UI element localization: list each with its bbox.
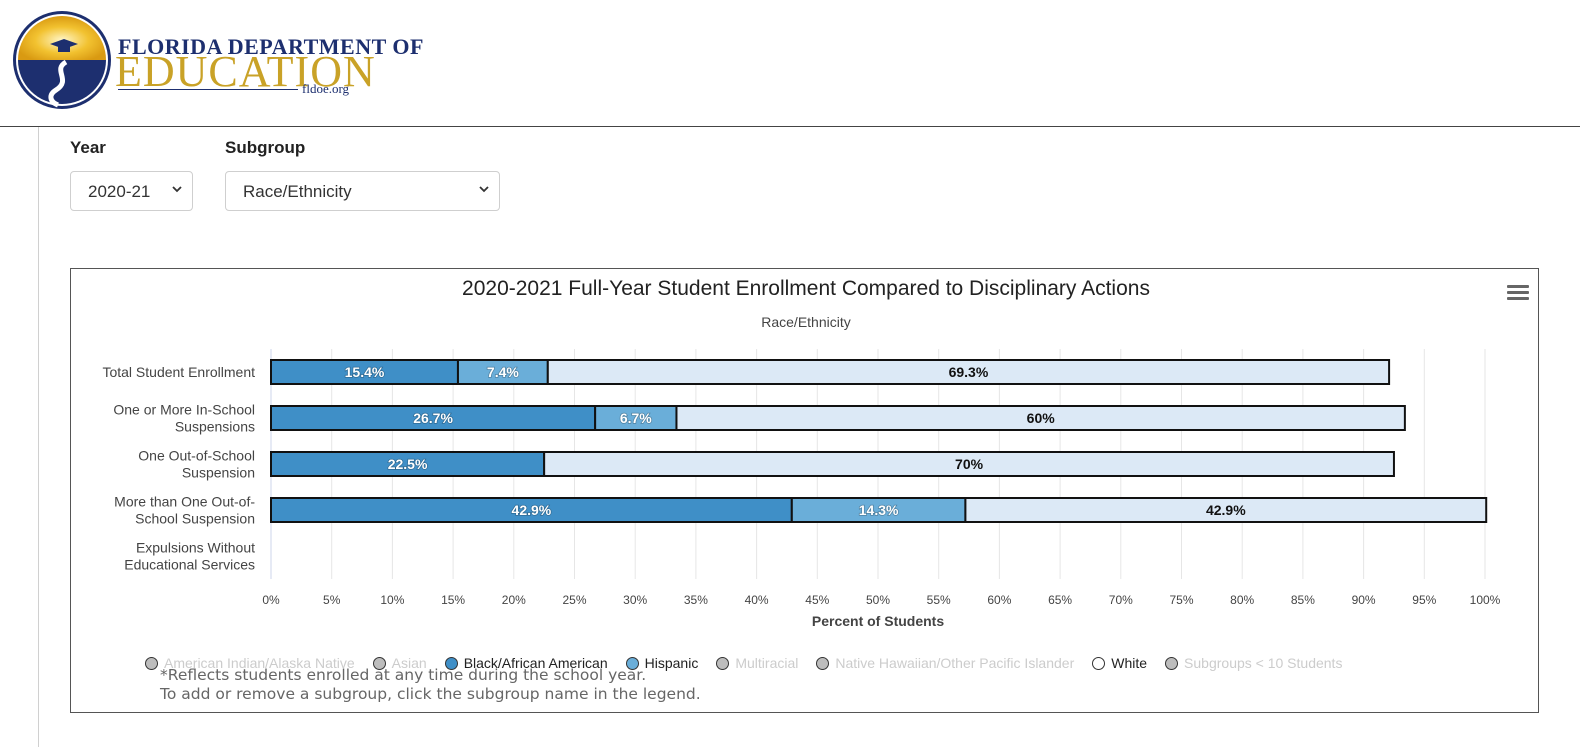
category-label: Expulsions Without Educational Services: [124, 540, 255, 573]
x-tick-label: 30%: [623, 593, 647, 607]
legend-marker: [625, 657, 639, 671]
logo-divider: [118, 89, 298, 90]
x-tick-label: 50%: [866, 593, 890, 607]
legend-marker: [716, 657, 730, 671]
x-tick-label: 95%: [1412, 593, 1436, 607]
x-tick-label: 40%: [745, 593, 769, 607]
legend-item[interactable]: Asian: [372, 655, 427, 672]
legend-marker: [816, 657, 830, 671]
x-tick-label: 55%: [927, 593, 951, 607]
subgroup-label: Subgroup: [225, 138, 306, 157]
legend-label: Hispanic: [644, 655, 699, 672]
legend-label: Multiracial: [735, 655, 799, 672]
legend-label: Asian: [391, 655, 427, 672]
legend-item[interactable]: Subgroups < 10 Students: [1165, 655, 1342, 671]
x-tick-label: 45%: [805, 593, 829, 607]
bar-segment: [675, 405, 1406, 431]
chart-legend: American Indian/Alaska Native Asian Black/…: [145, 654, 1360, 674]
logo-url: fldoe.org: [302, 81, 350, 96]
logo-title: FLORIDA DEPARTMENT OF: [118, 34, 424, 59]
legend-item[interactable]: Hispanic: [625, 655, 699, 672]
bar-data-label: 15.4%: [345, 364, 385, 380]
bar-data-label: 6.7%: [620, 410, 652, 426]
fldoe-logo[interactable]: FLORIDA DEPARTMENT OF EDUCATION fldoe.or…: [12, 10, 423, 110]
bar-data-label: 22.5%: [388, 456, 428, 472]
legend-item[interactable]: Native Hawaiian/Other Pacific Islander: [816, 655, 1074, 671]
x-tick-label: 100%: [1470, 593, 1501, 607]
legend-label: American Indian/Alaska Native: [164, 655, 355, 672]
legend-item[interactable]: Multiracial: [716, 655, 798, 671]
x-tick-label: 60%: [987, 593, 1011, 607]
legend-marker: [1092, 657, 1106, 671]
bar-data-label: 14.3%: [859, 502, 899, 518]
x-tick-label: 10%: [380, 593, 404, 607]
year-select-value: 2020-21: [88, 182, 151, 201]
legend-label: Native Hawaiian/Other Pacific Islander: [835, 655, 1075, 672]
bar-segment: [546, 359, 1391, 385]
x-tick-label: 20%: [502, 593, 526, 607]
legend-marker: [145, 657, 158, 671]
bar-data-label: 70%: [955, 456, 984, 472]
chart-panel: 2020-2021 Full-Year Student Enrollment C…: [70, 268, 1539, 713]
chart-title: 2020-2021 Full-Year Student Enrollment C…: [462, 277, 1150, 300]
category-label: One Out-of-School Suspension: [138, 448, 255, 481]
x-tick-label: 25%: [562, 593, 586, 607]
legend-label: Subgroups < 10 Students: [1184, 655, 1343, 672]
x-tick-label: 65%: [1048, 593, 1072, 607]
legend-label: White: [1111, 655, 1148, 672]
x-tick-label: 85%: [1291, 593, 1315, 607]
subgroup-select-value: Race/Ethnicity: [243, 182, 352, 201]
bar-segment: [964, 497, 1488, 523]
enrollment-discipline-chart: 2020-2021 Full-Year Student Enrollment C…: [102, 277, 1501, 629]
chevron-down-icon: [479, 186, 489, 193]
bar-segment: [790, 497, 967, 523]
chevron-down-icon: [172, 186, 182, 193]
note-reflects: *Reflects students enrolled at any time …: [160, 666, 647, 684]
legend-marker: [1165, 657, 1179, 671]
bar-data-label: 69.3%: [949, 364, 989, 380]
logo-education: EDUCATION: [115, 47, 376, 96]
fldoe-seal-icon: [13, 11, 111, 109]
site-header: FLORIDA DEPARTMENT OF EDUCATION fldoe.or…: [0, 0, 1580, 127]
bar-segment: [543, 451, 1395, 477]
content-left-border: [38, 127, 39, 747]
legend-marker: [372, 657, 386, 671]
x-tick-label: 80%: [1230, 593, 1254, 607]
x-axis-title: Percent of Students: [812, 613, 944, 629]
bar-data-label: 7.4%: [487, 364, 519, 380]
note-legend-hint: To add or remove a subgroup, click the s…: [160, 685, 701, 703]
bar-segment: [270, 451, 546, 477]
x-tick-label: 15%: [441, 593, 465, 607]
legend-item[interactable]: Black/African American: [444, 655, 608, 672]
legend-item[interactable]: American Indian/Alaska Native: [145, 655, 355, 671]
subgroup-select[interactable]: Race/Ethnicity: [225, 171, 500, 211]
chart-subtitle: Race/Ethnicity: [761, 314, 850, 330]
bar-data-label: 60%: [1027, 410, 1056, 426]
bar-segment: [270, 405, 597, 431]
category-label: More than One Out-of-School Suspension: [114, 494, 255, 527]
x-tick-label: 5%: [323, 593, 341, 607]
bar-data-label: 26.7%: [413, 410, 453, 426]
bar-data-label: 42.9%: [1206, 502, 1246, 518]
year-select[interactable]: 2020-21: [70, 171, 193, 211]
chart-menu-icon[interactable]: [1507, 285, 1529, 303]
x-tick-label: 75%: [1169, 593, 1193, 607]
category-label: One or More In-School Suspensions: [113, 402, 255, 435]
legend-marker: [444, 657, 458, 671]
bar-segment: [270, 497, 793, 523]
x-tick-label: 90%: [1352, 593, 1376, 607]
year-label: Year: [70, 138, 106, 157]
category-label: Total Student Enrollment: [102, 364, 255, 380]
legend-label: Black/African American: [463, 655, 608, 672]
bar-data-label: 42.9%: [512, 502, 552, 518]
x-tick-label: 70%: [1109, 593, 1133, 607]
legend-item[interactable]: White: [1092, 655, 1147, 671]
x-tick-label: 35%: [684, 593, 708, 607]
x-tick-label: 0%: [262, 593, 280, 607]
